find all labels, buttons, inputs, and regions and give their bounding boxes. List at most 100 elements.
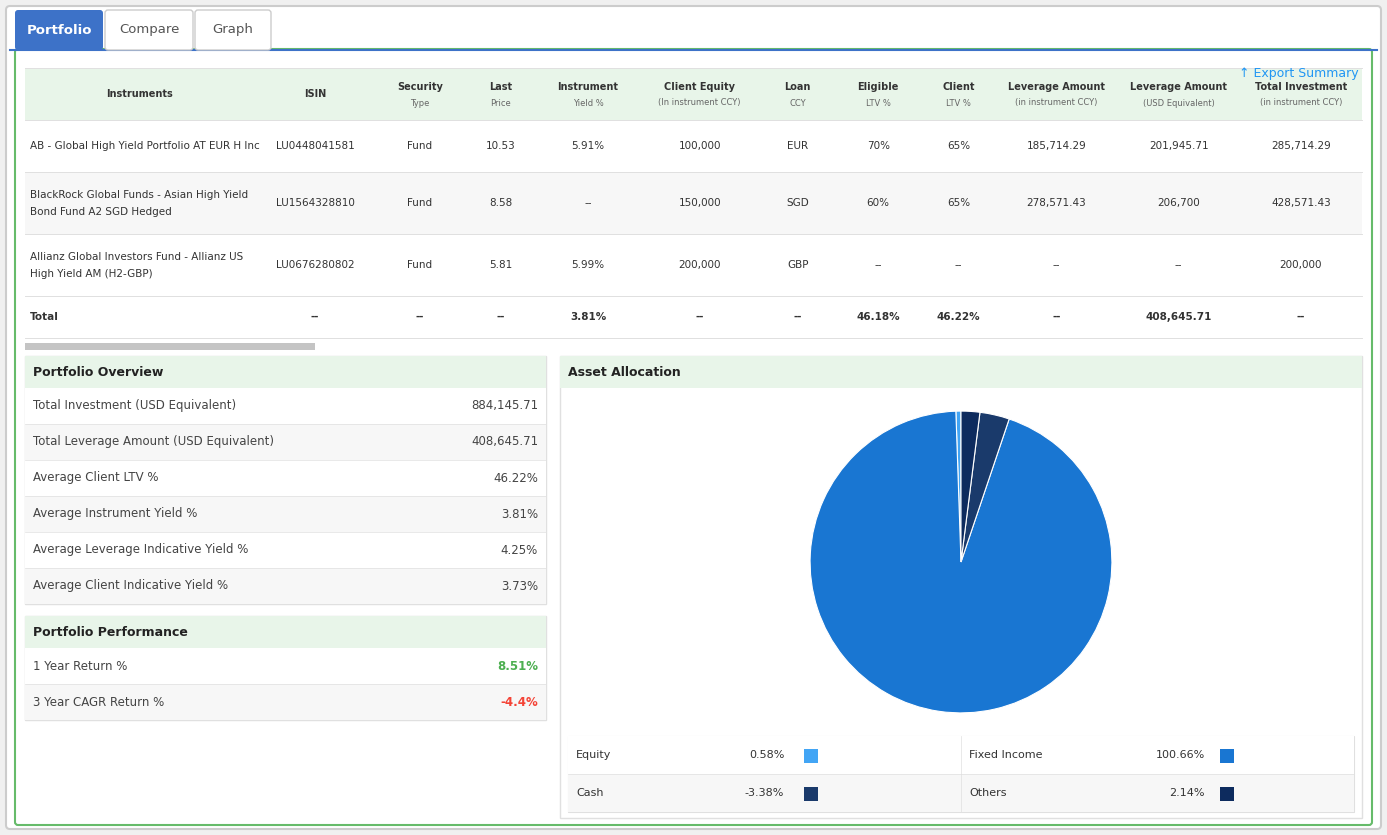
Text: (In instrument CCY): (In instrument CCY) [659, 99, 741, 108]
Text: 278,571.43: 278,571.43 [1026, 198, 1086, 208]
Wedge shape [961, 412, 1010, 562]
Text: LTV %: LTV % [946, 99, 971, 108]
Text: Yield %: Yield % [573, 99, 603, 108]
Text: Price: Price [490, 99, 510, 108]
Bar [25, 496, 546, 532]
Bar [25, 616, 546, 720]
Text: --: -- [793, 312, 802, 322]
Text: 0.58%: 0.58% [749, 750, 784, 760]
Text: Cash: Cash [576, 788, 603, 798]
Bar [25, 296, 1362, 338]
Text: 4.25%: 4.25% [501, 544, 538, 556]
Text: 5.91%: 5.91% [571, 141, 605, 151]
Text: Total Investment (USD Equivalent): Total Investment (USD Equivalent) [33, 399, 236, 412]
Bar [25, 460, 546, 496]
Text: Average Instrument Yield %: Average Instrument Yield % [33, 508, 197, 520]
Text: -3.38%: -3.38% [745, 788, 784, 798]
Text: Fund: Fund [408, 260, 433, 270]
Text: 1 Year Return %: 1 Year Return % [33, 660, 128, 672]
Text: 150,000: 150,000 [678, 198, 721, 208]
Bar [25, 424, 546, 460]
Text: --: -- [584, 198, 592, 208]
Text: 408,645.71: 408,645.71 [1146, 312, 1212, 322]
FancyBboxPatch shape [105, 10, 193, 50]
Text: 5.81: 5.81 [488, 260, 512, 270]
Text: 65%: 65% [947, 141, 971, 151]
Text: 5.99%: 5.99% [571, 260, 605, 270]
Text: 100,000: 100,000 [678, 141, 721, 151]
Text: 10.53: 10.53 [485, 141, 516, 151]
Text: 100.66%: 100.66% [1155, 750, 1205, 760]
Text: --: -- [695, 312, 705, 322]
Text: --: -- [311, 312, 319, 322]
Text: LU0676280802: LU0676280802 [276, 260, 355, 270]
Text: Type: Type [411, 99, 430, 108]
Bar [560, 356, 1362, 388]
Text: CCY: CCY [789, 99, 806, 108]
Text: EUR: EUR [786, 141, 809, 151]
Text: 200,000: 200,000 [1280, 260, 1322, 270]
Text: 8.58: 8.58 [488, 198, 512, 208]
Text: Compare: Compare [119, 23, 179, 37]
Text: (USD Equivalent): (USD Equivalent) [1143, 99, 1215, 108]
Text: 3.73%: 3.73% [501, 579, 538, 593]
Text: Loan: Loan [785, 82, 811, 92]
Bar [25, 684, 546, 720]
Text: ↑ Export Summary: ↑ Export Summary [1240, 68, 1359, 80]
Text: --: -- [1053, 260, 1060, 270]
Text: 408,645.71: 408,645.71 [470, 436, 538, 448]
Bar [1221, 749, 1234, 763]
Bar [25, 234, 1362, 296]
Text: 46.18%: 46.18% [856, 312, 900, 322]
Text: Instruments: Instruments [107, 89, 173, 99]
Text: --: -- [416, 312, 424, 322]
FancyBboxPatch shape [6, 6, 1381, 829]
Text: Equity: Equity [576, 750, 612, 760]
Bar [569, 736, 1354, 774]
Text: High Yield AM (H2-GBP): High Yield AM (H2-GBP) [31, 269, 153, 279]
Text: --: -- [1175, 260, 1183, 270]
Bar [25, 568, 546, 604]
Bar [25, 388, 546, 424]
Text: Asset Allocation: Asset Allocation [569, 366, 681, 378]
Text: --: -- [954, 260, 963, 270]
Wedge shape [961, 411, 981, 562]
Text: 8.51%: 8.51% [497, 660, 538, 672]
Text: (in instrument CCY): (in instrument CCY) [1015, 99, 1097, 108]
Text: LU1564328810: LU1564328810 [276, 198, 355, 208]
Text: Instrument: Instrument [558, 82, 619, 92]
Bar [25, 356, 546, 388]
Text: 46.22%: 46.22% [494, 472, 538, 484]
Text: Average Leverage Indicative Yield %: Average Leverage Indicative Yield % [33, 544, 248, 556]
Text: Graph: Graph [212, 23, 254, 37]
Text: Leverage Amount: Leverage Amount [1130, 82, 1227, 92]
Text: 65%: 65% [947, 198, 971, 208]
Text: 70%: 70% [867, 141, 889, 151]
Text: 46.22%: 46.22% [936, 312, 981, 322]
Text: --: -- [497, 312, 505, 322]
Text: 200,000: 200,000 [678, 260, 721, 270]
Text: Fund: Fund [408, 141, 433, 151]
FancyBboxPatch shape [15, 10, 103, 50]
Text: Average Client Indicative Yield %: Average Client Indicative Yield % [33, 579, 227, 593]
Bar [560, 356, 1362, 818]
Text: LTV %: LTV % [865, 99, 890, 108]
Text: Security: Security [397, 82, 442, 92]
Text: 3.81%: 3.81% [501, 508, 538, 520]
Text: 60%: 60% [867, 198, 889, 208]
Text: 185,714.29: 185,714.29 [1026, 141, 1086, 151]
Text: BlackRock Global Funds - Asian High Yield: BlackRock Global Funds - Asian High Yiel… [31, 190, 248, 200]
Bar [1221, 787, 1234, 801]
Text: Client: Client [942, 82, 975, 92]
Wedge shape [810, 411, 1112, 713]
Text: --: -- [1297, 312, 1305, 322]
Text: AB - Global High Yield Portfolio AT EUR H Inc: AB - Global High Yield Portfolio AT EUR … [31, 141, 259, 151]
Text: Portfolio Overview: Portfolio Overview [33, 366, 164, 378]
Text: Allianz Global Investors Fund - Allianz US: Allianz Global Investors Fund - Allianz … [31, 252, 243, 262]
Bar [25, 343, 315, 350]
Text: Last: Last [490, 82, 512, 92]
Text: Others: Others [970, 788, 1007, 798]
Text: 3.81%: 3.81% [570, 312, 606, 322]
Text: 206,700: 206,700 [1157, 198, 1200, 208]
Bar [569, 736, 1354, 812]
